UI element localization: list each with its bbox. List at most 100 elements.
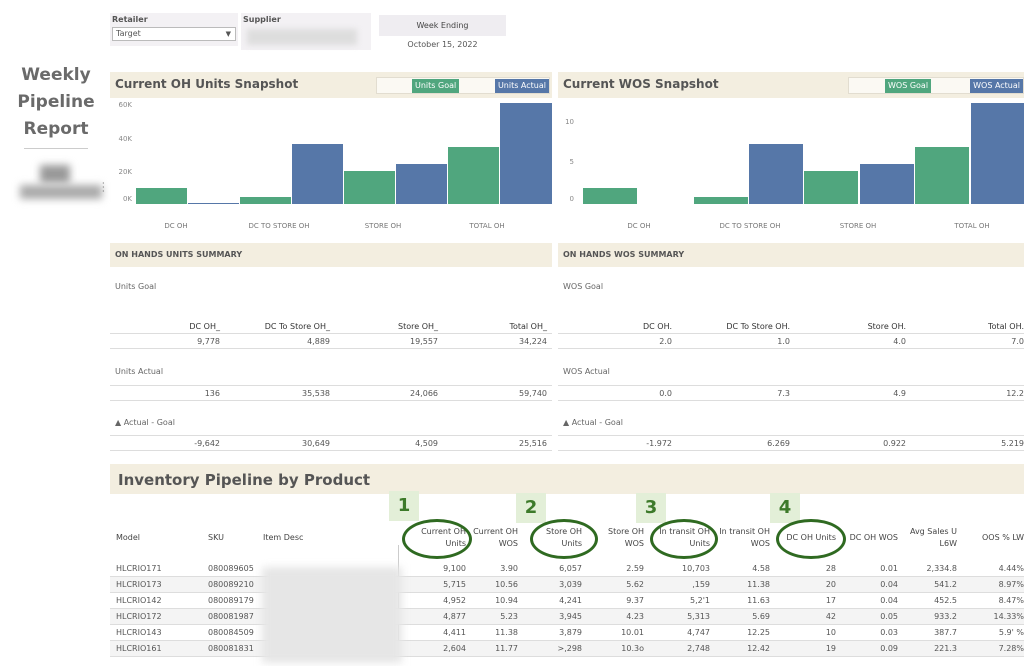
wos-goal-label: WOS Goal xyxy=(563,282,604,291)
col-header-item-desc[interactable]: Item Desc xyxy=(263,533,304,542)
bar-store-goal[interactable] xyxy=(804,171,858,204)
cell: 35,538 xyxy=(302,389,330,398)
col-header-dc-oh-wos[interactable]: DC OH WOS xyxy=(849,533,898,542)
table-cell: 10.56 xyxy=(495,580,518,589)
table-cell: 4.23 xyxy=(626,612,644,621)
bar-dc-store-actual[interactable] xyxy=(292,144,343,204)
units-snapshot-header: Current OH Units Snapshot Units Goal Uni… xyxy=(110,72,552,98)
col-header-oos-pct[interactable]: OOS % LW xyxy=(982,533,1024,542)
table-cell: 933.2 xyxy=(934,612,957,621)
table-cell: 5,2'1 xyxy=(689,596,710,605)
table-cell: HLCRIO143 xyxy=(116,628,162,637)
table-cell: 4.58 xyxy=(752,564,770,573)
col-header-in-transit-oh-wos[interactable]: In transit OH WOS xyxy=(719,527,770,548)
cell: 19,557 xyxy=(410,337,438,346)
week-ending-filter: Week Ending October 15, 2022 xyxy=(379,15,506,51)
table-cell: 0.05 xyxy=(880,612,898,621)
table-cell: HLCRIO171 xyxy=(116,564,162,573)
annotation-circle-1 xyxy=(402,519,472,559)
units-actual-label: Units Actual xyxy=(115,367,164,376)
cell: 6.269 xyxy=(767,439,790,448)
bar-dc-oh-goal[interactable] xyxy=(136,188,187,204)
table-cell: 42 xyxy=(825,612,836,621)
table-cell: 11.38 xyxy=(747,580,770,589)
x-label: TOTAL OH xyxy=(954,222,990,230)
table-cell: 080089179 xyxy=(208,596,254,605)
bar-dc-store-actual[interactable] xyxy=(749,144,803,204)
table-row[interactable]: HLCRIO172 080081987 4,877 5.23 3,945 4.23 5,31… xyxy=(110,609,1024,625)
bar-dc-store-goal[interactable] xyxy=(694,197,748,204)
annotation-circle-4 xyxy=(776,519,846,559)
supplier-label: Supplier xyxy=(243,15,281,24)
col-header-current-oh-wos[interactable]: Current OH WOS xyxy=(473,527,518,548)
legend-wos-goal[interactable]: WOS Goal xyxy=(885,79,932,93)
cell: 34,224 xyxy=(519,337,547,346)
table-row[interactable]: HLCRIO143 080084509 4,411 11.38 3,879 10.01 4,… xyxy=(110,625,1024,641)
col-header-model[interactable]: Model xyxy=(116,533,141,542)
sidebar: Weekly Pipeline Report · · · xyxy=(0,0,108,666)
col-header: DC OH. xyxy=(642,322,672,331)
table-cell: 14.33% xyxy=(993,612,1024,621)
units-actual-row: 136 35,538 24,066 59,740 xyxy=(110,385,552,401)
units-diff-row: -9,642 30,649 4,509 25,516 xyxy=(110,435,552,451)
cell: 0.922 xyxy=(883,439,906,448)
week-ending-value: October 15, 2022 xyxy=(407,40,478,49)
x-label: DC TO STORE OH xyxy=(248,222,310,230)
table-row[interactable]: HLCRIO173 080089210 5,715 10.56 3,039 5.62 ,15… xyxy=(110,577,1024,593)
table-cell: 4,877 xyxy=(443,612,466,621)
x-label: DC TO STORE OH xyxy=(719,222,781,230)
table-cell: 4.44% xyxy=(998,564,1024,573)
col-header-avg-sales[interactable]: Avg Sales U L6W xyxy=(909,527,957,548)
table-cell: 0.04 xyxy=(880,596,898,605)
wos-actual-label: WOS Actual xyxy=(563,367,610,376)
table-cell: 10,703 xyxy=(682,564,710,573)
more-options-icon[interactable]: · · · xyxy=(102,179,105,196)
table-cell: 5,313 xyxy=(687,612,710,621)
table-cell: 2.59 xyxy=(626,564,644,573)
bar-total-goal[interactable] xyxy=(915,147,969,204)
supplier-filter[interactable]: Supplier xyxy=(241,13,371,50)
table-row[interactable]: HLCRIO142 080089179 4,952 10.94 4,241 9.37 5,2… xyxy=(110,593,1024,609)
table-cell: 5.69 xyxy=(752,612,770,621)
bar-total-actual[interactable] xyxy=(500,103,552,204)
bar-store-actual[interactable] xyxy=(860,164,914,204)
table-cell: HLCRIO173 xyxy=(116,580,162,589)
y-tick: 5 xyxy=(569,158,574,166)
table-cell: 3,879 xyxy=(559,628,582,637)
y-tick: 0K xyxy=(122,195,132,203)
bar-store-goal[interactable] xyxy=(344,171,395,204)
legend-wos-actual[interactable]: WOS Actual xyxy=(970,79,1023,93)
units-snapshot-title: Current OH Units Snapshot xyxy=(115,77,299,91)
legend-units-goal[interactable]: Units Goal xyxy=(412,79,460,93)
col-header-sku[interactable]: SKU xyxy=(208,533,224,542)
annotation-circle-2 xyxy=(530,519,598,559)
wos-goal-row: 2.0 1.0 4.0 7.0 xyxy=(558,333,1024,349)
bar-dc-store-goal[interactable] xyxy=(240,197,291,204)
bar-total-goal[interactable] xyxy=(448,147,499,204)
bar-dc-oh-actual[interactable] xyxy=(188,203,239,204)
table-cell: 0.01 xyxy=(880,564,898,573)
legend-units-actual[interactable]: Units Actual xyxy=(494,79,549,93)
bar-dc-oh-goal[interactable] xyxy=(583,188,637,204)
table-cell: HLCRIO161 xyxy=(116,644,162,653)
table-row[interactable]: HLCRIO161 080081831 2,604 11.77 >,298 10.3o 2,… xyxy=(110,641,1024,657)
y-tick: 20K xyxy=(118,168,133,176)
retailer-select[interactable]: Target ▼ xyxy=(112,27,236,41)
wos-plot-area xyxy=(583,102,1024,204)
col-header: Store OH_ xyxy=(398,322,438,331)
bar-total-actual[interactable] xyxy=(971,103,1024,204)
units-summary-header: ON HANDS UNITS SUMMARY xyxy=(110,243,552,267)
x-label: STORE OH xyxy=(364,222,402,230)
table-cell: 080084509 xyxy=(208,628,254,637)
table-cell: 080089605 xyxy=(208,564,254,573)
col-header-store-oh-wos[interactable]: Store OH WOS xyxy=(608,527,644,548)
table-cell: 080081987 xyxy=(208,612,254,621)
table-cell: 12.25 xyxy=(747,628,770,637)
retailer-filter: Retailer Target ▼ xyxy=(110,13,238,46)
wos-snapshot-title: Current WOS Snapshot xyxy=(563,77,719,91)
table-row[interactable]: HLCRIO171 080089605 9,100 3.90 6,057 2.59 10,7… xyxy=(110,561,1024,577)
table-cell: 5.9' % xyxy=(998,628,1024,637)
y-tick: 40K xyxy=(118,135,133,143)
bar-store-actual[interactable] xyxy=(396,164,447,204)
x-label: STORE OH xyxy=(839,222,877,230)
